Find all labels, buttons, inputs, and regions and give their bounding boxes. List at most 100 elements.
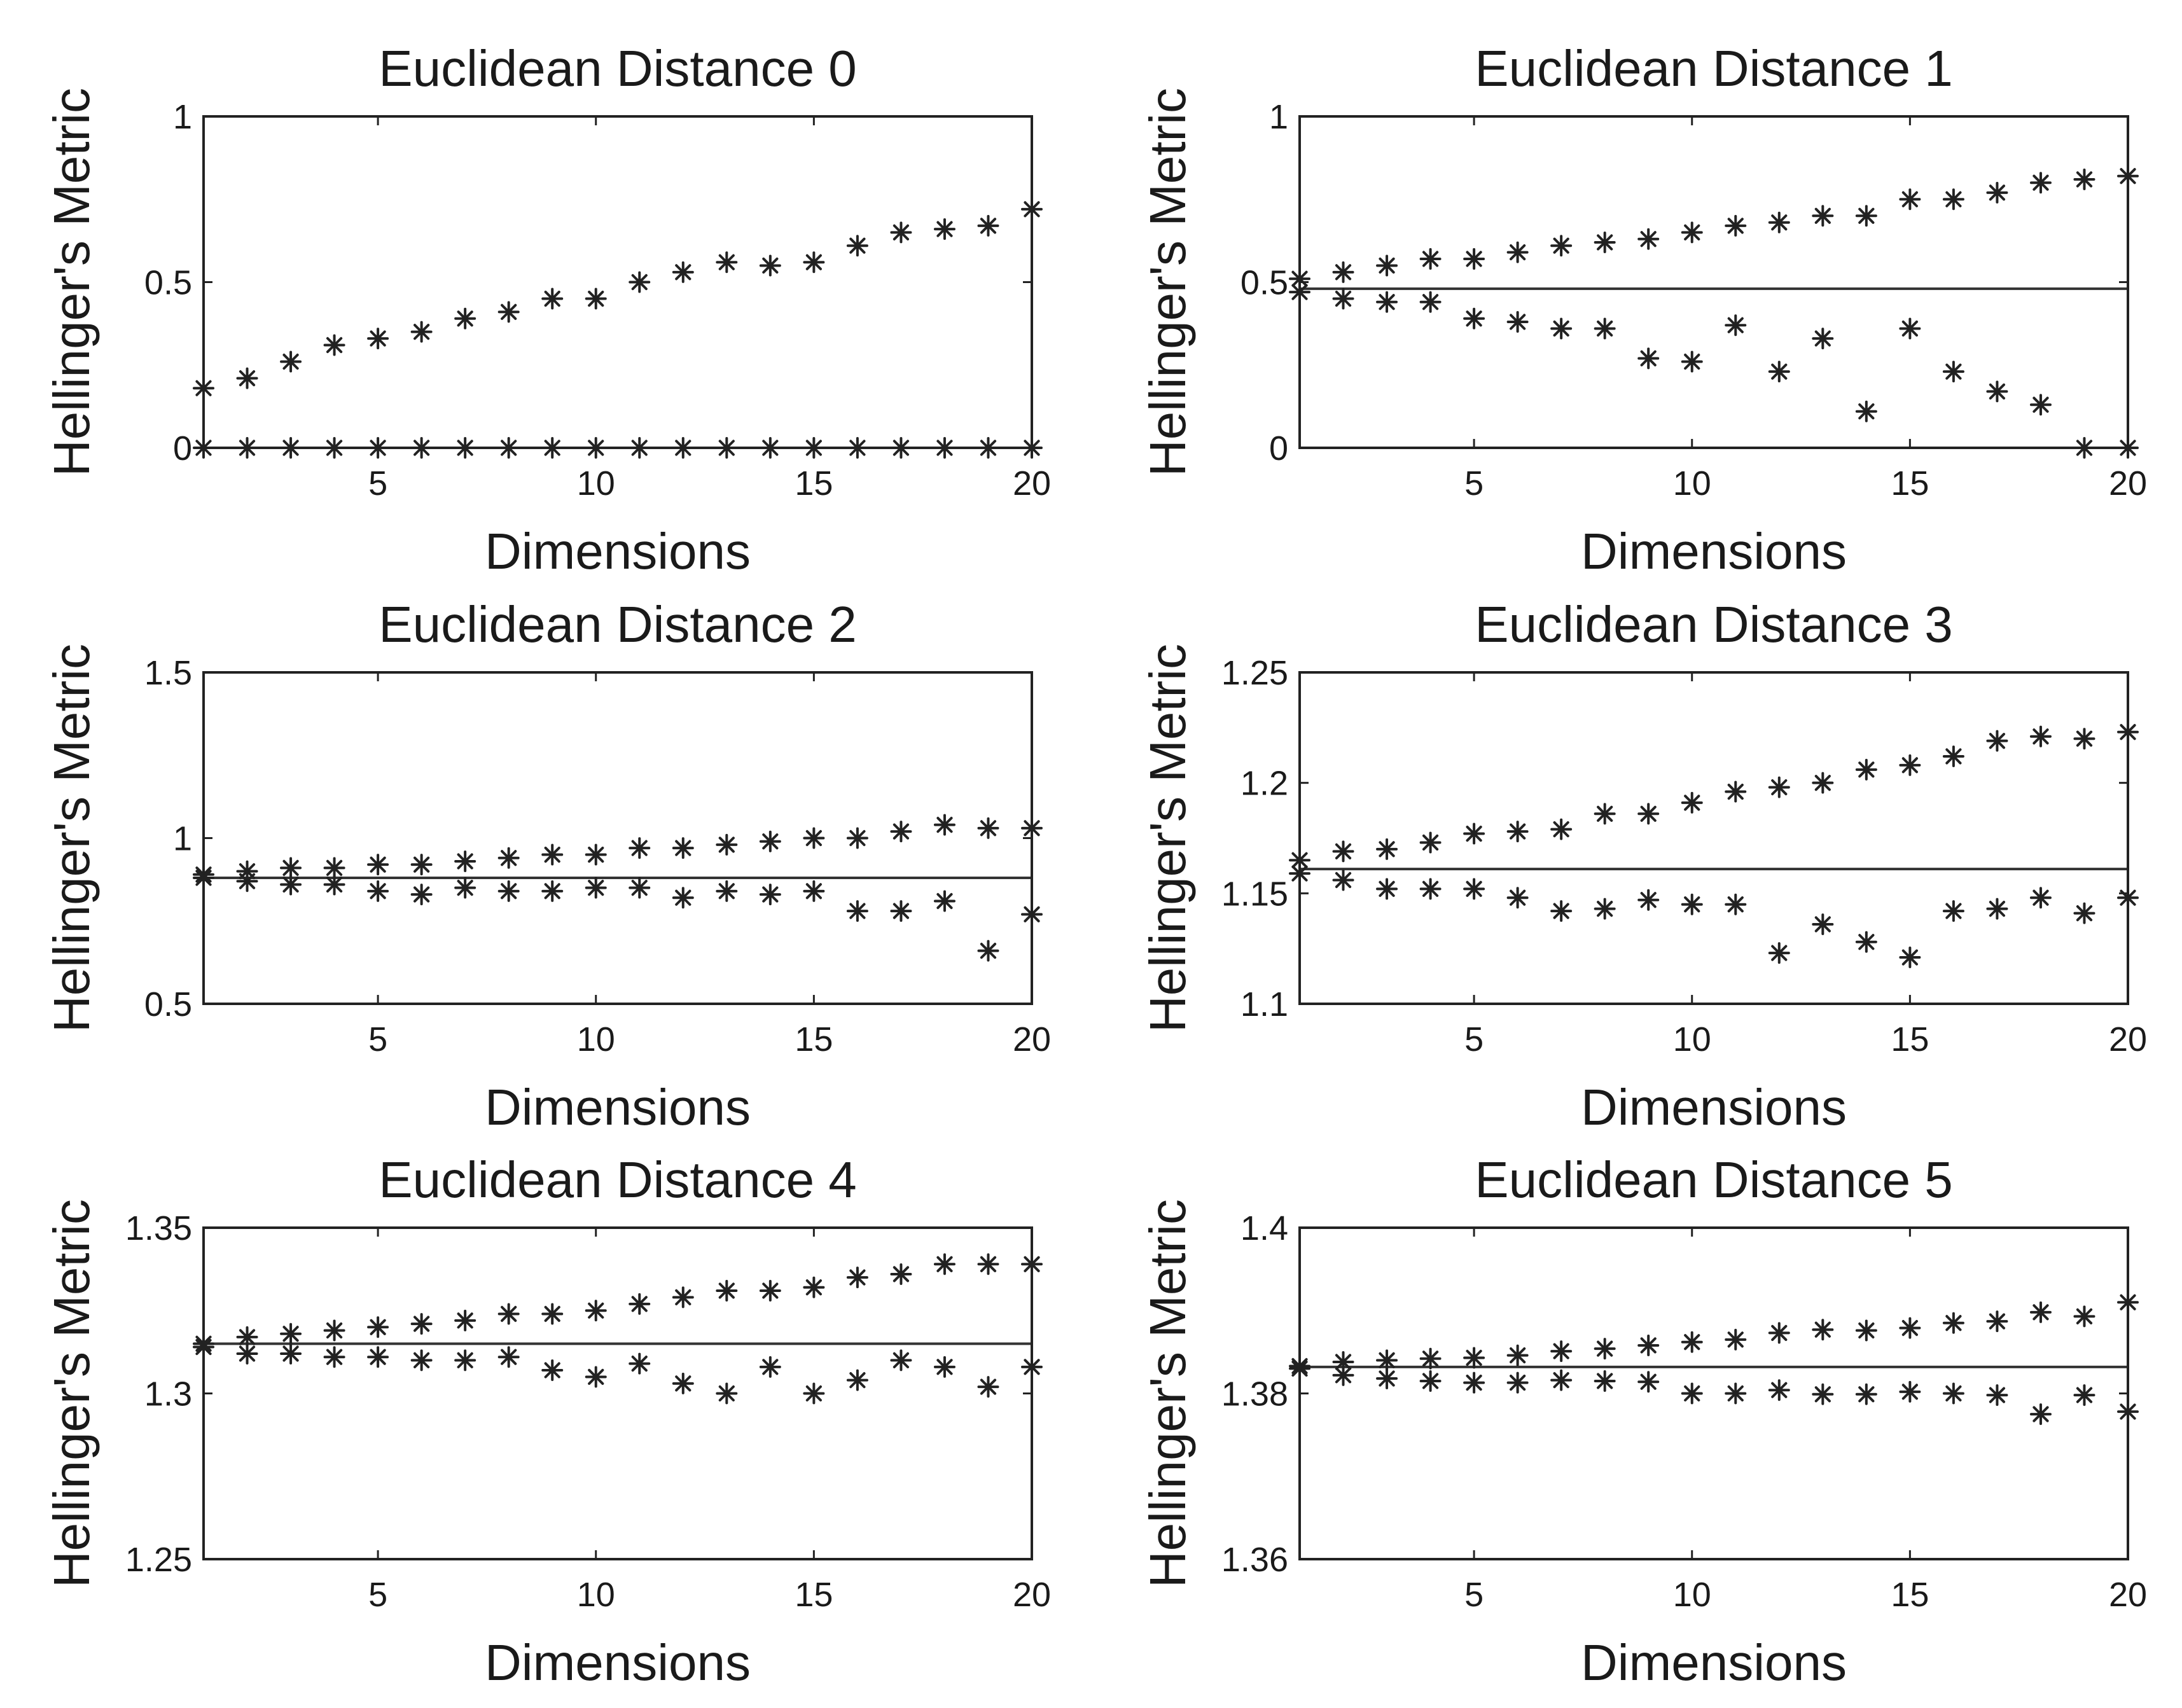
y-axis-label: Hellinger's Metric <box>1139 1199 1196 1588</box>
data-point-lower <box>1855 400 1877 422</box>
data-point-upper <box>410 321 433 343</box>
data-point-lower <box>803 437 825 459</box>
data-point-upper <box>1463 1347 1485 1369</box>
y-axis-label: Hellinger's Metric <box>1139 644 1196 1032</box>
data-point-lower <box>2029 1403 2052 1426</box>
y-tick-label: 1.25 <box>125 1541 192 1579</box>
data-point-upper <box>236 367 258 389</box>
data-point-lower <box>716 437 738 459</box>
x-axis-label: Dimensions <box>1581 1079 1847 1135</box>
y-tick-label: 1.5 <box>144 654 192 692</box>
data-point-lower <box>280 1342 302 1364</box>
y-tick-label: 1.3 <box>144 1375 192 1413</box>
data-point-lower <box>323 873 345 896</box>
data-point-upper <box>1506 1344 1529 1366</box>
x-tick-label: 15 <box>1891 1020 1929 1059</box>
data-point-upper <box>2117 1291 2139 1314</box>
y-tick-label: 1 <box>173 820 192 858</box>
data-point-upper <box>846 1267 868 1289</box>
data-point-upper <box>497 301 520 323</box>
data-point-upper <box>1419 248 1442 270</box>
data-point-lower <box>1332 288 1354 310</box>
plot-title: Euclidean Distance 3 <box>1475 596 1953 653</box>
data-point-lower <box>1768 942 1790 964</box>
data-point-upper <box>323 1319 345 1342</box>
data-point-upper <box>1899 188 1921 211</box>
data-point-lower <box>367 880 389 902</box>
y-axis-label: Hellinger's Metric <box>43 88 100 476</box>
data-point-upper <box>541 288 564 310</box>
data-point-upper <box>367 1316 389 1338</box>
y-tick-label: 1.15 <box>1221 875 1288 913</box>
data-point-lower <box>454 1349 476 1371</box>
data-point-upper <box>1725 1328 1747 1350</box>
data-point-upper <box>1021 1253 1043 1275</box>
data-point-upper <box>1550 1340 1573 1363</box>
data-point-upper <box>1768 211 1790 233</box>
data-point-lower <box>803 1382 825 1405</box>
data-point-lower <box>2117 887 2139 909</box>
x-axis-label: Dimensions <box>485 523 751 580</box>
plot-0: Euclidean Distance 0 5 10 15 20 0 0.5 1 Dimensio… <box>43 40 1051 580</box>
data-point-lower <box>367 437 389 459</box>
data-point-lower <box>1725 1382 1747 1405</box>
data-point-upper <box>1681 221 1703 244</box>
data-point-upper <box>367 328 389 350</box>
data-point-lower <box>497 1346 520 1368</box>
data-point-upper <box>410 854 433 876</box>
data-point-upper <box>803 1276 825 1298</box>
x-tick-label: 15 <box>1891 464 1929 503</box>
plot-5: Euclidean Distance 5 5 10 15 20 1.36 1.38 1.4 Di… <box>1139 1151 2147 1691</box>
y-axis-label: Hellinger's Metric <box>43 644 100 1032</box>
data-point-lower <box>759 884 781 906</box>
data-point-upper <box>716 833 738 856</box>
data-point-upper <box>977 214 999 237</box>
data-point-lower <box>541 1359 564 1382</box>
data-point-upper <box>716 251 738 274</box>
data-point-upper <box>1812 205 1834 227</box>
data-point-upper <box>1506 821 1529 843</box>
data-point-lower <box>890 437 912 459</box>
data-point-upper <box>759 254 781 277</box>
data-point-upper <box>1681 791 1703 814</box>
data-point-upper <box>759 830 781 852</box>
x-tick-label: 10 <box>1673 1576 1711 1614</box>
data-point-lower <box>497 437 520 459</box>
data-point-lower <box>890 1349 912 1371</box>
x-axis-label: Dimensions <box>485 1079 751 1135</box>
data-point-lower <box>846 1369 868 1391</box>
x-tick-label: 20 <box>2109 1576 2147 1614</box>
plot-4: Euclidean Distance 4 5 10 15 20 1.25 1.3 1.35 Di… <box>43 1151 1051 1691</box>
data-point-upper <box>977 817 999 839</box>
data-point-lower <box>280 437 302 459</box>
data-point-upper <box>367 854 389 876</box>
x-tick-label: 10 <box>577 1020 615 1059</box>
data-point-lower <box>1332 1364 1354 1386</box>
data-point-upper <box>2073 168 2095 190</box>
data-point-upper <box>672 837 694 859</box>
data-point-lower <box>1419 291 1442 313</box>
data-point-lower <box>2117 437 2139 459</box>
x-tick-label: 15 <box>795 1020 833 1059</box>
x-tick-label: 20 <box>1013 464 1051 503</box>
plot-2: Euclidean Distance 2 5 10 15 20 0.5 1 1.5 Dimens… <box>43 596 1051 1135</box>
x-tick-label: 20 <box>2109 1020 2147 1059</box>
plot-1: Euclidean Distance 1 5 10 15 20 0 0.5 1 Dimensio… <box>1139 40 2147 580</box>
data-point-lower <box>2073 437 2095 459</box>
data-point-lower <box>1376 878 1398 900</box>
data-point-upper <box>193 377 214 399</box>
data-point-upper <box>629 1293 651 1315</box>
data-point-lower <box>977 437 999 459</box>
y-tick-label: 1.38 <box>1221 1375 1288 1413</box>
y-tick-label: 1.36 <box>1221 1541 1288 1579</box>
data-point-upper <box>1855 758 1877 781</box>
plot-title: Euclidean Distance 0 <box>379 40 857 97</box>
data-point-lower <box>1725 893 1747 915</box>
data-point-upper <box>1637 1334 1660 1356</box>
data-point-lower <box>759 1356 781 1378</box>
x-tick-label: 15 <box>795 1576 833 1614</box>
data-point-upper <box>454 307 476 330</box>
data-point-lower <box>1376 1368 1398 1390</box>
data-point-lower <box>454 437 476 459</box>
data-point-lower <box>1637 347 1660 370</box>
